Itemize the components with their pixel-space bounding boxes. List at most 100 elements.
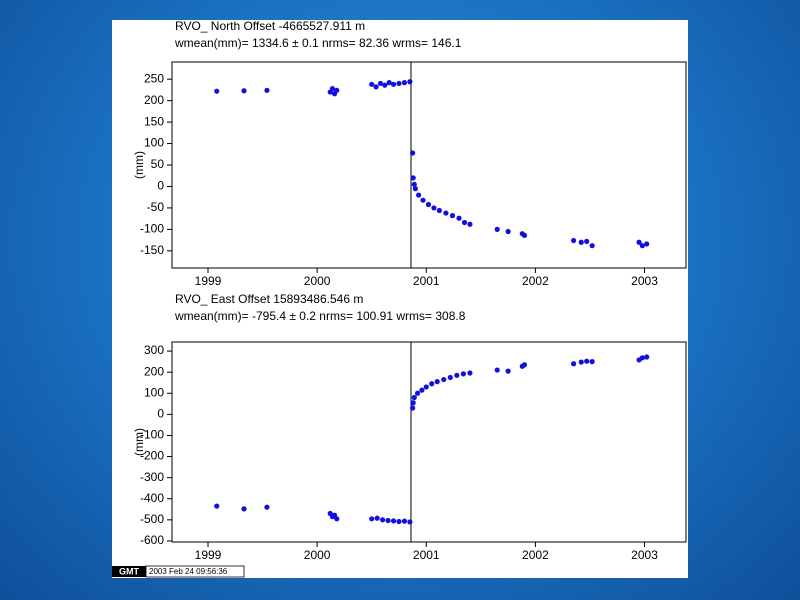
data-point (644, 241, 650, 247)
data-point (436, 207, 442, 214)
data-point (447, 374, 453, 381)
data-point (390, 518, 397, 524)
stamp-time: 2003 Feb 24 09:56:36 (149, 567, 228, 576)
data-point (416, 192, 422, 198)
data-point (396, 80, 402, 87)
data-point (385, 517, 391, 524)
y-tick-label: -600 (140, 533, 164, 547)
y-tick-label: 0 (157, 407, 164, 421)
y-tick-label: 50 (151, 157, 165, 171)
data-point (570, 361, 577, 367)
data-point (214, 88, 220, 94)
data-point (410, 175, 416, 181)
y-tick-label: 200 (144, 364, 164, 378)
panel (112, 20, 688, 578)
x-tick-label: 2002 (522, 274, 549, 288)
data-point (214, 503, 220, 509)
data-point (401, 80, 408, 86)
y-tick-label: -200 (140, 449, 164, 463)
data-point (407, 519, 413, 525)
data-point (380, 517, 386, 523)
data-point (639, 243, 645, 249)
data-point (456, 215, 462, 221)
x-tick-label: 2000 (304, 548, 331, 562)
data-point (429, 381, 435, 387)
data-point (443, 210, 449, 216)
data-point (369, 81, 375, 87)
data-point (401, 518, 408, 524)
y-tick-label: -300 (140, 470, 164, 484)
data-point (411, 181, 417, 187)
y-tick-label: -500 (140, 512, 164, 526)
x-tick-label: 2003 (631, 548, 658, 562)
data-point (521, 232, 528, 238)
data-point (334, 516, 340, 522)
data-point (412, 186, 418, 192)
y-tick-label: -100 (140, 428, 164, 442)
chart-title: RVO_ North Offset -4665527.911 m (175, 19, 365, 33)
data-point (636, 239, 642, 245)
data-point (589, 359, 595, 365)
y-tick-label: 0 (157, 179, 164, 193)
x-tick-label: 2001 (413, 548, 440, 562)
y-tick-label: 250 (144, 71, 164, 85)
data-point (410, 150, 416, 156)
y-tick-label: -400 (140, 491, 164, 505)
data-point (460, 371, 466, 377)
plot-frame (171, 341, 687, 543)
x-tick-label: 2003 (631, 274, 658, 288)
y-tick-label: 200 (144, 93, 164, 107)
data-point (589, 243, 595, 249)
data-point (449, 213, 456, 219)
data-point (578, 239, 584, 245)
data-point (425, 201, 432, 208)
y-tick-label: -100 (140, 222, 164, 236)
x-tick-label: 2002 (522, 548, 549, 562)
data-point (423, 384, 429, 390)
data-point (410, 405, 416, 411)
data-point (411, 394, 417, 401)
data-point (241, 506, 247, 512)
data-point (584, 358, 590, 364)
data-point (419, 387, 425, 393)
data-point (414, 390, 421, 396)
y-tick-label: 300 (144, 343, 164, 357)
stamp-logo: GMT (119, 566, 139, 576)
data-point (578, 359, 584, 365)
data-point (441, 376, 447, 383)
data-point (396, 518, 402, 525)
data-point (382, 82, 388, 88)
data-point (420, 197, 426, 203)
data-point (639, 355, 645, 361)
data-point (505, 228, 511, 235)
y-tick-label: -150 (140, 243, 164, 257)
data-point (467, 370, 473, 376)
stamp-logo-box (112, 566, 146, 577)
y-tick-label: 150 (144, 114, 164, 128)
y-axis-label: (mm) (132, 428, 146, 456)
data-point (434, 379, 440, 385)
x-tick-label: 2000 (304, 274, 331, 288)
data-point (334, 87, 340, 93)
data-point (454, 372, 460, 378)
y-axis-label: (mm) (132, 151, 146, 179)
x-tick-label: 2001 (413, 274, 440, 288)
x-tick-label: 1999 (195, 548, 222, 562)
data-point (329, 86, 336, 92)
data-point (584, 238, 590, 244)
data-point (264, 87, 270, 93)
data-point (494, 367, 500, 373)
data-point (521, 362, 528, 368)
y-tick-label: 100 (144, 136, 164, 150)
data-point (407, 79, 413, 85)
data-point (461, 219, 468, 226)
data-point (390, 81, 397, 87)
data-point (410, 400, 416, 406)
data-point (467, 221, 473, 227)
data-point (505, 368, 511, 374)
chart-subtitle: wmean(mm)= 1334.6 ± 0.1 nrms= 82.36 wrms… (174, 36, 462, 50)
chart-subtitle: wmean(mm)= -795.4 ± 0.2 nrms= 100.91 wrm… (174, 309, 466, 323)
data-point (386, 80, 392, 86)
